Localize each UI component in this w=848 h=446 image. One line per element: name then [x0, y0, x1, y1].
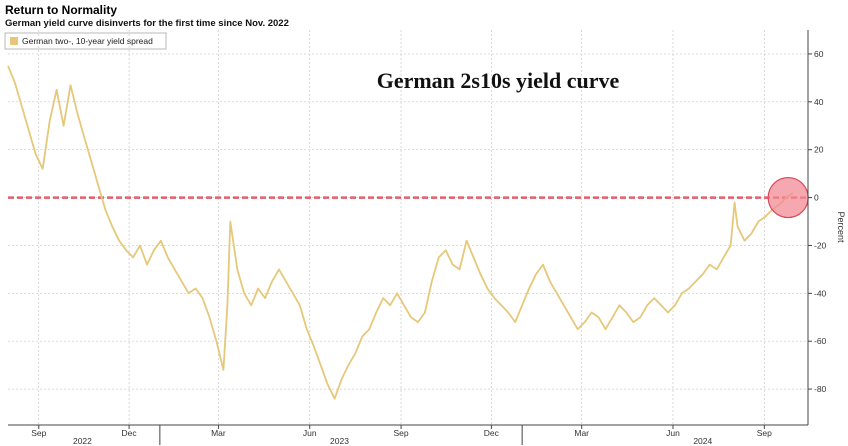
- legend-label: German two-, 10-year yield spread: [22, 36, 153, 46]
- chart-subtitle: German yield curve disinverts for the fi…: [5, 18, 289, 29]
- x-tick-label: Sep: [757, 428, 772, 438]
- y-axis-label: Percent: [836, 211, 846, 243]
- disinversion-highlight: [767, 176, 809, 219]
- legend: German two-, 10-year yield spread: [4, 32, 167, 50]
- y-tick-label: 0: [814, 193, 819, 203]
- y-tick-label: -40: [814, 288, 827, 298]
- y-tick-label: 20: [814, 145, 824, 155]
- x-tick-label: Mar: [211, 428, 226, 438]
- x-year-label: 2023: [330, 436, 349, 446]
- series-spread: [7, 65, 794, 400]
- chart-annotation: German 2s10s yield curve: [377, 68, 620, 93]
- x-year-label: 2022: [73, 436, 92, 446]
- y-tick-label: -80: [814, 384, 827, 394]
- y-tick-label: -60: [814, 336, 827, 346]
- x-tick-label: Dec: [484, 428, 500, 438]
- x-tick-label: Jun: [303, 428, 317, 438]
- x-axis-ticks: Sep Dec Mar Jun Sep Dec Mar Jun Sep 2022 2023 2024: [31, 425, 772, 446]
- y-tick-label: -20: [814, 240, 827, 250]
- series-line: [7, 65, 794, 400]
- x-tick-label: Dec: [122, 428, 138, 438]
- y-tick-label: 40: [814, 97, 824, 107]
- legend-swatch: [10, 37, 18, 45]
- chart-title: Return to Normality: [5, 3, 117, 17]
- x-year-label: 2024: [693, 436, 712, 446]
- y-tick-label: 60: [814, 49, 824, 59]
- x-tick-label: Sep: [31, 428, 46, 438]
- x-tick-label: Sep: [393, 428, 408, 438]
- x-tick-label: Jun: [666, 428, 680, 438]
- highlight-circle: [767, 176, 809, 219]
- x-tick-label: Mar: [574, 428, 589, 438]
- y-axis-ticks: 60 40 20 0 -20 -40 -60 -80: [808, 49, 827, 394]
- legend-box: [4, 32, 167, 50]
